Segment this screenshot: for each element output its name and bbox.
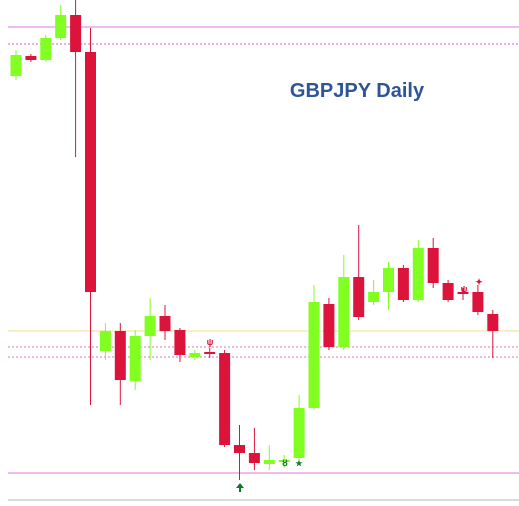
- candle-body: [55, 15, 67, 38]
- candle-body: [85, 52, 96, 292]
- candle-body: [159, 316, 171, 331]
- candle-body: [174, 330, 186, 355]
- candle-body: [353, 277, 365, 317]
- candle-body: [368, 292, 380, 302]
- candle-body: [144, 316, 156, 336]
- marker: ψ: [461, 284, 468, 294]
- candle-body: [457, 292, 469, 294]
- candle-body: [263, 460, 275, 464]
- candle-body: [40, 38, 52, 60]
- candle-body: [189, 353, 201, 357]
- candle-body: [308, 302, 320, 408]
- markers: ψ ψ ✦ ȣ ★: [207, 277, 483, 492]
- candle-body: [278, 460, 290, 462]
- candle-body: [25, 56, 37, 60]
- candle-body: [412, 248, 424, 300]
- marker: [236, 483, 244, 492]
- candles: [10, 0, 499, 480]
- marker: ★: [295, 459, 303, 468]
- marker: ψ: [207, 337, 214, 347]
- candle-body: [10, 55, 22, 76]
- candle-body: [219, 353, 231, 445]
- candle-body: [234, 445, 245, 453]
- candle-body: [129, 336, 141, 381]
- candle-body: [204, 352, 216, 354]
- candle-body: [442, 283, 454, 300]
- chart-title: GBPJPY Daily: [290, 80, 425, 102]
- marker: ✦: [475, 277, 483, 287]
- candle-body: [427, 248, 439, 283]
- candle-body: [338, 277, 350, 347]
- candle-body: [248, 453, 260, 463]
- candle-body: [70, 15, 82, 52]
- candle-body: [293, 408, 305, 458]
- candle-body: [383, 268, 394, 292]
- candle-body: [323, 304, 335, 347]
- candle-body: [114, 331, 126, 380]
- candle-body: [487, 314, 499, 331]
- levels: [8, 26, 519, 474]
- candle-body: [397, 268, 409, 300]
- candle-body: [472, 292, 484, 312]
- candle-body: [99, 331, 111, 351]
- marker: ȣ: [282, 458, 288, 468]
